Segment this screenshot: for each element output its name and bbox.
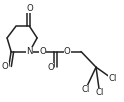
Text: O: O bbox=[48, 63, 54, 72]
Text: Cl: Cl bbox=[81, 85, 90, 94]
Text: O: O bbox=[26, 4, 33, 13]
Text: O: O bbox=[64, 47, 71, 56]
Text: O: O bbox=[2, 62, 9, 71]
Text: Cl: Cl bbox=[108, 74, 116, 83]
Text: Cl: Cl bbox=[95, 88, 104, 97]
Text: O: O bbox=[40, 47, 46, 56]
Text: N: N bbox=[26, 47, 33, 56]
